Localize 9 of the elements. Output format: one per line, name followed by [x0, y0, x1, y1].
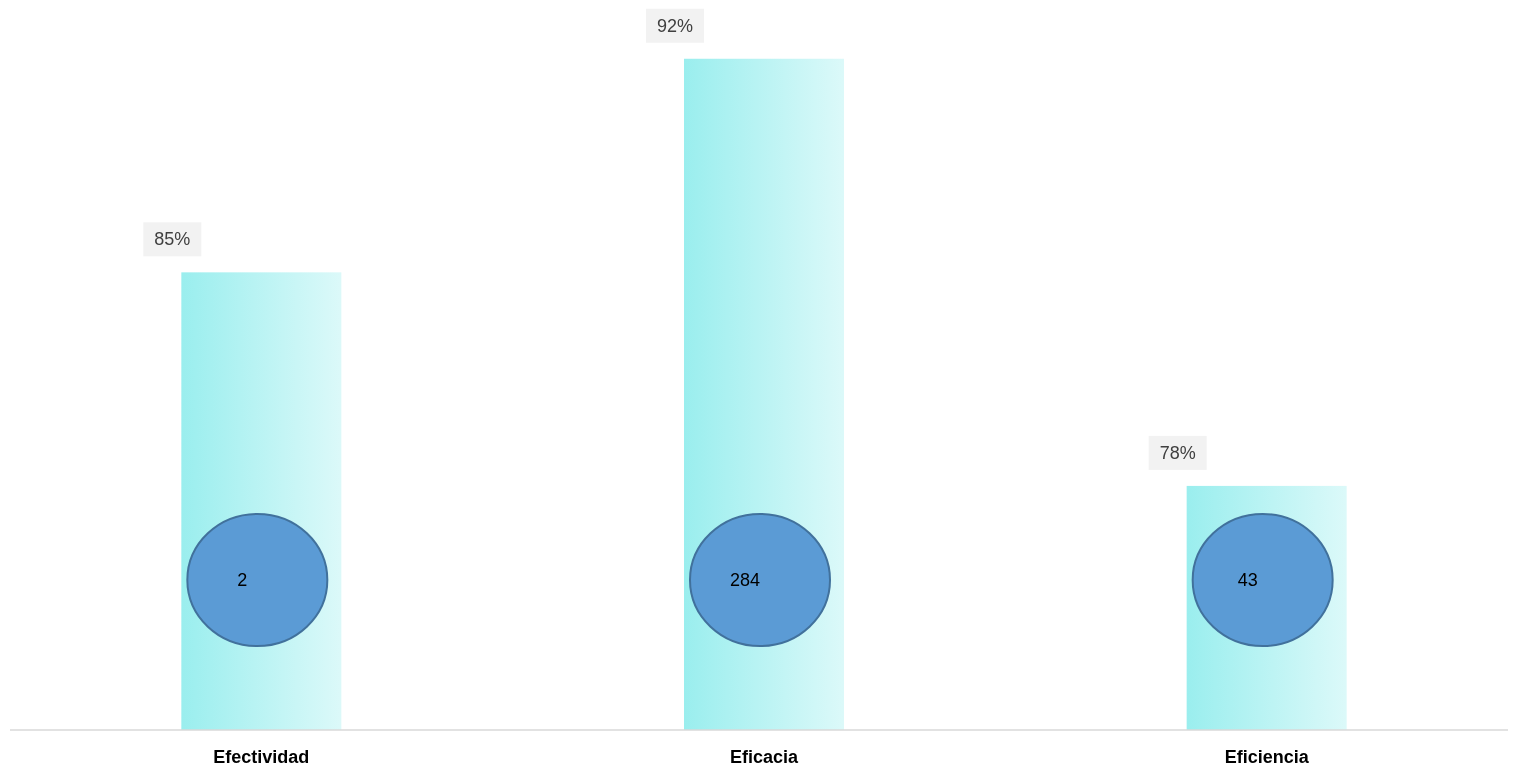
- data-label: 78%: [1159, 442, 1196, 463]
- data-label: 92%: [656, 15, 694, 36]
- x-tick-label: Efectividad: [213, 747, 310, 767]
- data-label: 85%: [154, 229, 191, 250]
- x-tick-label: Eficacia: [729, 747, 800, 767]
- annotation: 2: [237, 570, 248, 590]
- annotation: 284: [729, 570, 761, 590]
- x-tick-label: Eficiencia: [1224, 747, 1310, 767]
- annotation: 43: [1237, 570, 1258, 590]
